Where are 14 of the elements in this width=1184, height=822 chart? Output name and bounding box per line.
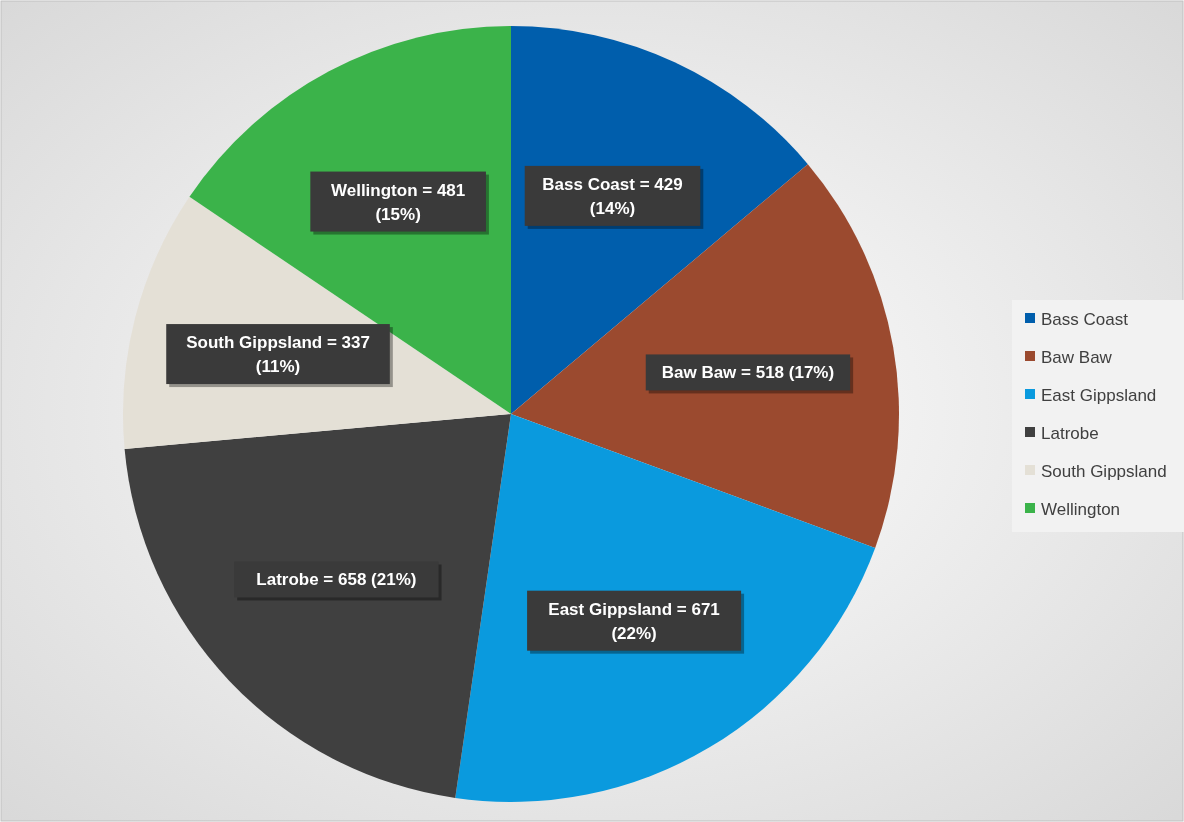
data-label: Baw Baw = 518 (17%) bbox=[661, 363, 835, 383]
data-label: South Gippsland = 337 (11%) bbox=[186, 333, 370, 377]
legend-label: Bass Coast bbox=[1041, 310, 1129, 329]
data-label: East Gippsland = 671 (22%) bbox=[548, 599, 720, 643]
data-label: Bass Coast = 429 (14%) bbox=[542, 174, 683, 218]
legend-label: Wellington bbox=[1041, 500, 1121, 519]
legend-label: East Gippsland bbox=[1041, 386, 1157, 405]
data-label: Latrobe = 658 (21%) bbox=[256, 570, 417, 590]
data-label: Wellington = 481 (15%) bbox=[330, 180, 466, 224]
legend-label: Latrobe bbox=[1041, 424, 1099, 443]
pie-slice bbox=[124, 414, 511, 798]
legend-label: Baw Baw bbox=[1041, 348, 1113, 367]
pie-slice bbox=[511, 164, 899, 548]
legend-label: South Gippsland bbox=[1041, 462, 1167, 481]
